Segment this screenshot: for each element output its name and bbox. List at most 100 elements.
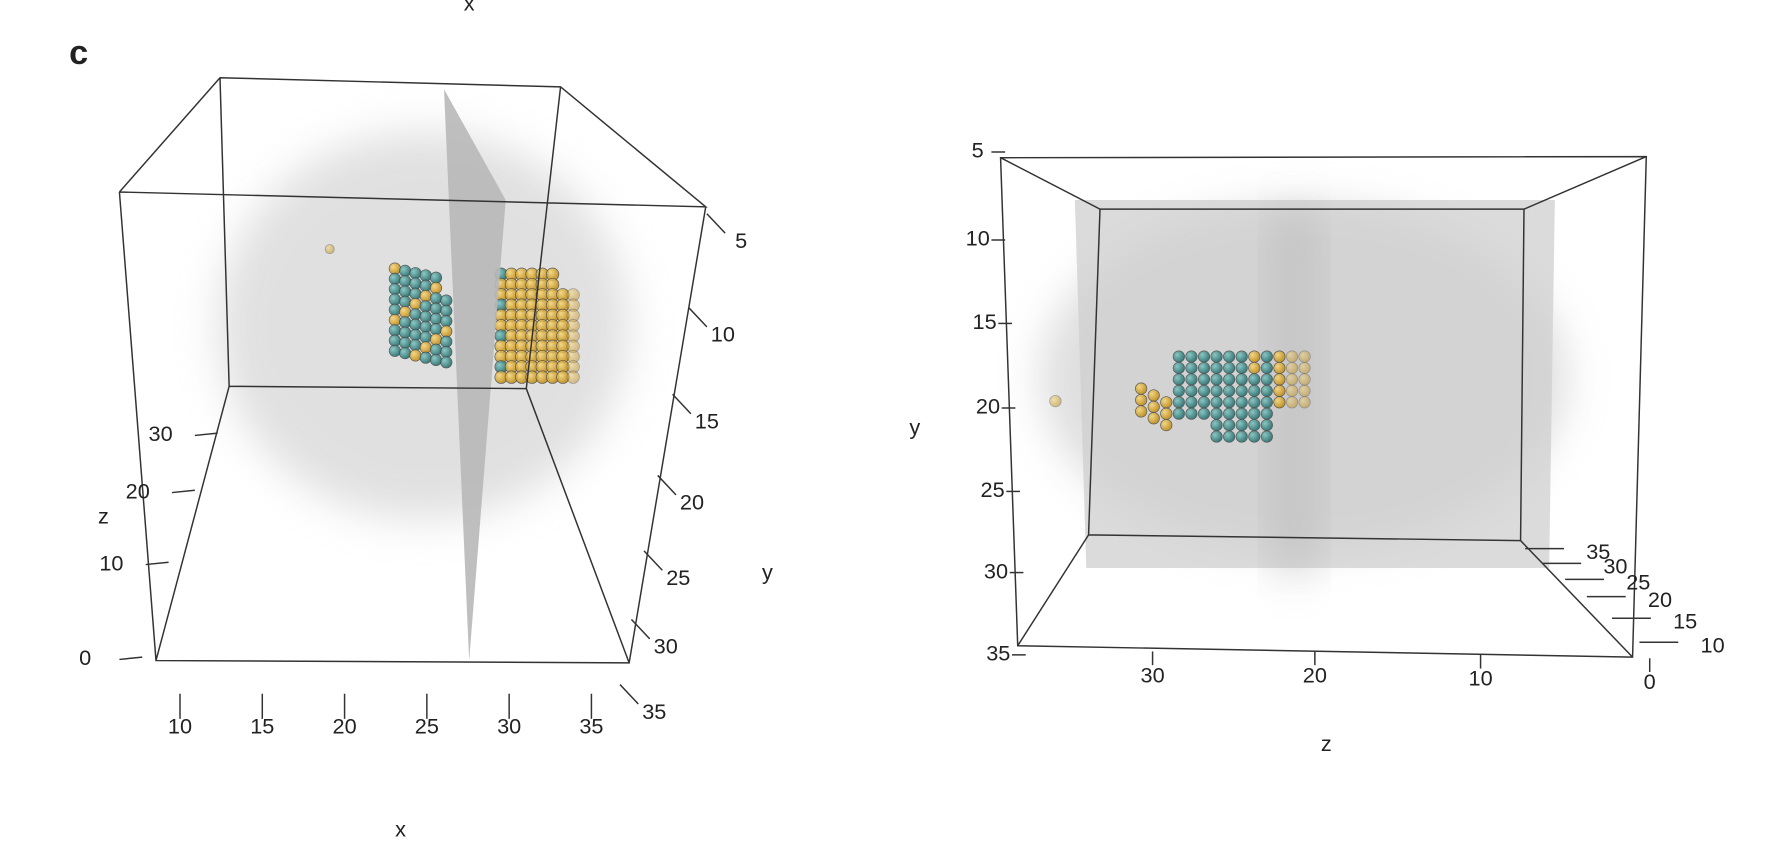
tick-mark [643,550,663,571]
tick-label: 0 [1644,669,1656,694]
sphere [1273,396,1286,409]
sphere [1235,373,1248,386]
sphere [1223,430,1236,443]
sphere [1260,384,1273,397]
tick-label: 20 [1648,587,1672,612]
tick-label: 25 [666,565,690,590]
sphere [1273,350,1286,363]
sphere [1248,384,1261,397]
sphere [1260,407,1273,420]
sphere [419,320,432,333]
sphere [419,300,432,313]
sphere [399,336,412,349]
sphere [1160,419,1173,432]
sphere [1248,396,1261,409]
sphere [1223,373,1236,386]
sphere [1172,384,1185,397]
sphere [1197,396,1211,409]
sphere [1235,430,1248,443]
sphere [409,328,422,341]
tick-label: 5 [972,138,984,163]
sphere [1260,361,1273,375]
sphere [1160,396,1173,409]
sphere [399,326,412,339]
tick-label: 0 [79,645,91,670]
tick-label: 10 [711,322,735,347]
sphere [388,334,401,347]
left-plot: x y z [98,76,773,842]
sphere [1172,373,1185,386]
sphere [419,289,432,303]
axis-label: x [395,817,406,842]
sphere [388,303,401,316]
sphere [1197,373,1211,386]
sphere [1185,384,1198,397]
tick-label: 30 [1141,662,1165,687]
sphere [1298,373,1311,386]
sphere [1160,407,1173,420]
sphere [399,275,412,288]
sphere [1210,407,1223,420]
axis-label: y [762,559,773,584]
sphere [1285,350,1299,363]
sphere [1185,396,1198,409]
tick-label: 20 [680,490,704,515]
tick-label: 10 [1469,666,1493,691]
plane [444,89,506,661]
sphere [1298,350,1311,363]
sphere [566,370,580,384]
sphere [1185,361,1198,375]
sphere [1197,361,1211,375]
sphere [1285,396,1299,409]
tick-label: 5 [735,228,747,253]
sphere [1210,350,1223,363]
sphere [324,244,335,255]
sphere [1248,373,1261,386]
tick-mark [171,489,195,494]
tick-label: 35 [642,699,666,724]
sphere [399,264,412,277]
sphere [1235,384,1248,397]
sphere [1248,350,1261,363]
sphere [1185,350,1198,363]
sphere [388,344,401,357]
sphere [1260,350,1273,363]
sphere [1172,350,1185,363]
sphere [1210,430,1223,443]
sphere [409,297,422,311]
sphere [440,304,453,317]
sphere [1285,384,1299,397]
sphere [429,271,443,284]
sphere [388,283,401,296]
sphere [1210,419,1223,432]
tick-label: 20 [1303,662,1327,687]
sphere [419,310,432,323]
axis-label: x [464,0,475,15]
axis-label: z [98,503,109,528]
tick-mark [145,561,169,566]
sphere [399,295,412,308]
sphere [1210,361,1223,375]
sphere [409,267,422,280]
sphere [1172,407,1185,420]
sphere [1185,407,1198,420]
sphere [440,356,453,369]
sphere [419,279,432,292]
sphere [1260,373,1273,386]
sphere [1298,396,1311,409]
tick-label: 20 [126,478,150,503]
tick-mark [672,393,692,415]
sphere [1223,361,1236,375]
tick-label: 25 [981,477,1005,502]
sphere [440,325,453,338]
tick-label: 20 [976,394,1000,419]
sphere [388,324,401,337]
right-plot: y z [909,155,1648,756]
sphere [1273,361,1286,375]
sphere [399,316,412,329]
sphere [1298,384,1311,397]
tick-label: 15 [695,409,719,434]
tick-label: 15 [1673,609,1697,634]
sphere [440,315,453,328]
